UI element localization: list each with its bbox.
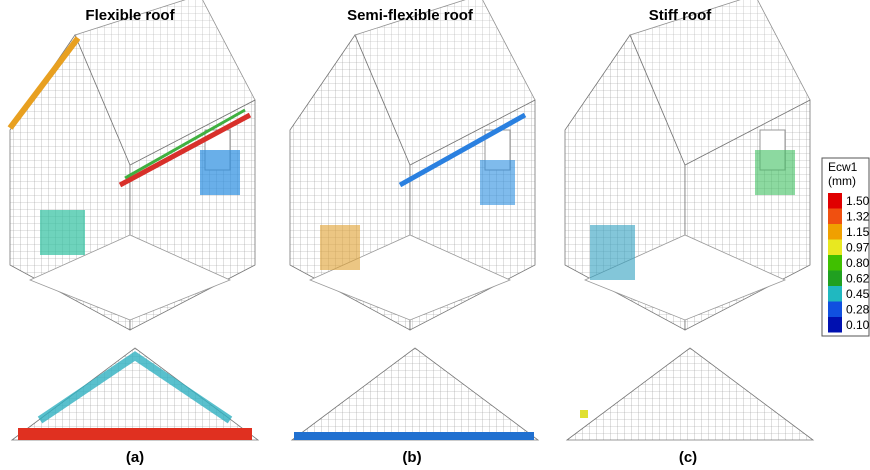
panel-label: (a) <box>126 449 144 466</box>
legend-value: 1.15 <box>846 225 870 239</box>
panel-label: (c) <box>679 449 697 466</box>
legend-swatch <box>828 255 842 271</box>
panel-label: (b) <box>402 449 421 466</box>
legend-value: 0.97 <box>846 241 870 255</box>
legend-value: 1.32 <box>846 210 870 224</box>
legend-swatch <box>828 193 842 209</box>
legend-swatch <box>828 302 842 318</box>
legend-unit: (mm) <box>828 174 856 188</box>
panel-b <box>290 0 538 440</box>
legend-swatch <box>828 240 842 256</box>
legend-value: 0.10 <box>846 318 870 332</box>
legend-swatch <box>828 286 842 302</box>
legend-value: 1.50 <box>846 194 870 208</box>
panel-title: Semi-flexible roof <box>347 7 474 24</box>
panel-title: Stiff roof <box>649 7 712 24</box>
legend: Ecw1 (mm) 1.50 1.321.15 0.970.80 0.620.45 0.… <box>822 158 870 336</box>
legend-value: 0.28 <box>846 303 870 317</box>
panel-c <box>565 0 813 440</box>
legend-value: 0.80 <box>846 256 870 270</box>
panel-title: Flexible roof <box>85 7 175 24</box>
panel-a <box>10 0 258 440</box>
figure: Flexible roof Semi-flexible roof Stiff r… <box>0 0 870 470</box>
legend-swatch <box>828 317 842 333</box>
legend-value: 0.45 <box>846 287 870 301</box>
legend-title: Ecw1 <box>828 160 858 174</box>
legend-value: 0.62 <box>846 272 870 286</box>
legend-swatch <box>828 209 842 225</box>
legend-swatch <box>828 224 842 240</box>
legend-swatch <box>828 271 842 287</box>
